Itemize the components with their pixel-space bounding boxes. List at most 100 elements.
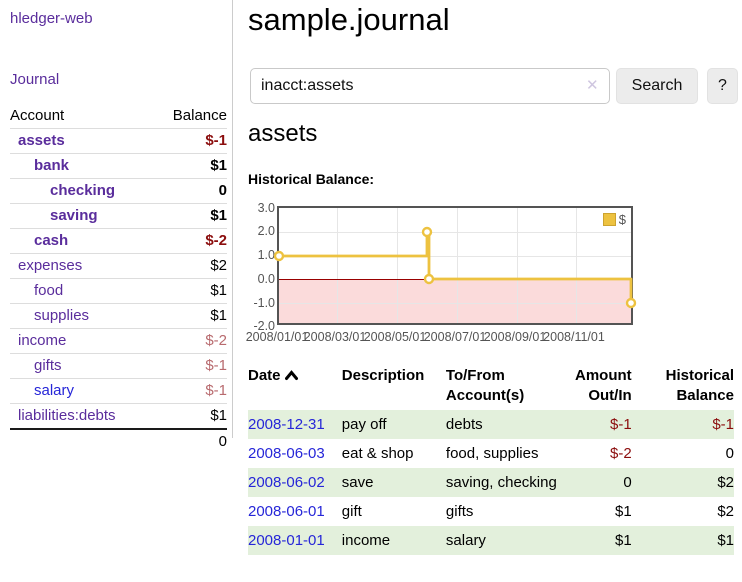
x-tick: 2008/09/01 [483,330,547,344]
account-link-assets[interactable]: assets [18,132,65,149]
main-content: sample.journal ✕ Search ? assets Histori… [246,0,738,582]
clear-search-icon[interactable]: ✕ [586,77,599,94]
account-row-income: income $-2 [10,328,227,354]
account-balance: $1 [153,203,227,229]
accounts-total-value: 0 [153,428,227,454]
account-row-liabilities-debts: liabilities:debts $1 [10,403,227,429]
account-balance: $1 [153,403,227,429]
account-row-expenses: expenses $2 [10,253,227,279]
accounts-total-row: 0 [10,428,227,454]
account-link-checking[interactable]: checking [50,182,116,199]
gridline [279,303,631,304]
register-header-description: Description [341,367,425,384]
account-link-saving[interactable]: saving [50,207,98,224]
transaction-description: save [341,468,446,497]
transaction-amount: $-2 [609,445,632,462]
legend-label: $ [618,212,626,227]
account-row-bank: bank $1 [10,153,227,179]
register-row: 2008-06-01 gift gifts $1 $2 [248,497,734,526]
transaction-accounts: gifts [445,503,474,520]
account-balance: $-1 [153,378,227,404]
chart-legend: $ [600,211,628,228]
account-row-supplies: supplies $1 [10,303,227,329]
gridline [279,256,631,257]
transaction-balance: 0 [725,445,734,462]
transaction-accounts: debts [445,410,576,439]
account-row-checking: checking 0 [10,178,227,204]
account-link-food[interactable]: food [34,282,64,299]
register-header-row: Date Description To/From Account(s) Amou… [248,364,734,410]
y-tick: 2.0 [257,224,275,238]
transaction-amount: $-1 [575,410,642,439]
account-row-gifts: gifts $-1 [10,353,227,379]
account-balance: $1 [153,278,227,304]
transaction-accounts: saving, checking [445,468,576,497]
transaction-amount: $1 [575,526,642,555]
register-header-date[interactable]: Date [248,364,342,410]
legend-swatch-icon [602,213,616,226]
account-heading: assets [248,120,318,147]
account-balance: $1 [153,153,227,179]
register-header-balance: Historical Balance [665,367,734,404]
sidebar-item-journal[interactable]: Journal [10,71,60,88]
account-link-liabilities-debts[interactable]: liabilities:debts [18,407,116,424]
transaction-date-link[interactable]: 2008-06-01 [248,503,325,520]
help-button[interactable]: ? [707,68,738,104]
accounts-header-account: Account [10,107,65,124]
account-link-income[interactable]: income [18,332,67,349]
transaction-balance: $2 [641,468,734,497]
transaction-balance: $-1 [641,410,734,439]
transaction-amount: 0 [575,468,642,497]
transaction-accounts: salary [445,526,576,555]
accounts-table: Account Balance assets $-1 bank $1 check… [10,104,227,454]
account-balance: 0 [153,178,227,204]
y-tick: -2.0 [253,319,275,333]
transaction-balance: $2 [717,503,734,520]
transaction-description: income [341,526,446,555]
x-tick: 2008/03/01 [303,330,367,344]
account-balance: $2 [153,253,227,279]
gridline [517,208,518,323]
register-row: 2008-01-01 income salary $1 $1 [248,526,734,555]
account-link-supplies[interactable]: supplies [34,307,90,324]
register-header-accounts: To/From Account(s) [445,367,525,404]
app-brand-link[interactable]: hledger-web [10,10,93,27]
search-input[interactable] [250,68,610,104]
x-tick: 2008/07/01 [423,330,487,344]
transaction-description: eat & shop [341,445,414,462]
account-link-cash[interactable]: cash [34,232,69,249]
sidebar: hledger-web Journal Account Balance asse… [0,0,233,454]
accounts-header-row: Account Balance [10,104,227,129]
account-link-bank[interactable]: bank [34,157,70,174]
accounts-header-balance: Balance [172,107,227,124]
transaction-description: pay off [341,410,446,439]
account-row-assets: assets $-1 [10,128,227,154]
account-link-salary[interactable]: salary [34,382,75,399]
register-header-amount: Amount Out/In [575,367,632,404]
account-balance: $-2 [153,328,227,354]
x-tick: 2008/05/01 [363,330,427,344]
account-balance: $-1 [153,128,227,154]
account-row-food: food $1 [10,278,227,304]
transaction-date-link[interactable]: 2008-06-02 [248,474,325,491]
transaction-date-link[interactable]: 2008-12-31 [248,416,325,433]
search-button[interactable]: Search [616,68,698,104]
transaction-amount: $1 [614,503,632,520]
date-header-label: Date [248,367,281,384]
gridline [576,208,577,323]
sort-ascending-icon [284,367,298,387]
transaction-date-link[interactable]: 2008-01-01 [248,532,325,549]
account-row-cash: cash $-2 [10,228,227,254]
balance-series-line [273,226,637,309]
account-link-gifts[interactable]: gifts [34,357,62,374]
register-row: 2008-06-02 save saving, checking 0 $2 [248,468,734,497]
chart-plot-area[interactable]: $ [273,206,637,325]
historical-balance-chart: 3.0 2.0 1.0 0.0 -1.0 -2.0 [246,202,688,350]
transaction-date-link[interactable]: 2008-06-03 [248,445,325,462]
account-balance: $-1 [153,353,227,379]
y-tick: 0.0 [257,272,275,286]
search-form: ✕ Search ? [250,68,738,104]
account-balance: $1 [153,303,227,329]
account-link-expenses[interactable]: expenses [18,257,83,274]
x-tick: 2008/01/01 [245,330,309,344]
